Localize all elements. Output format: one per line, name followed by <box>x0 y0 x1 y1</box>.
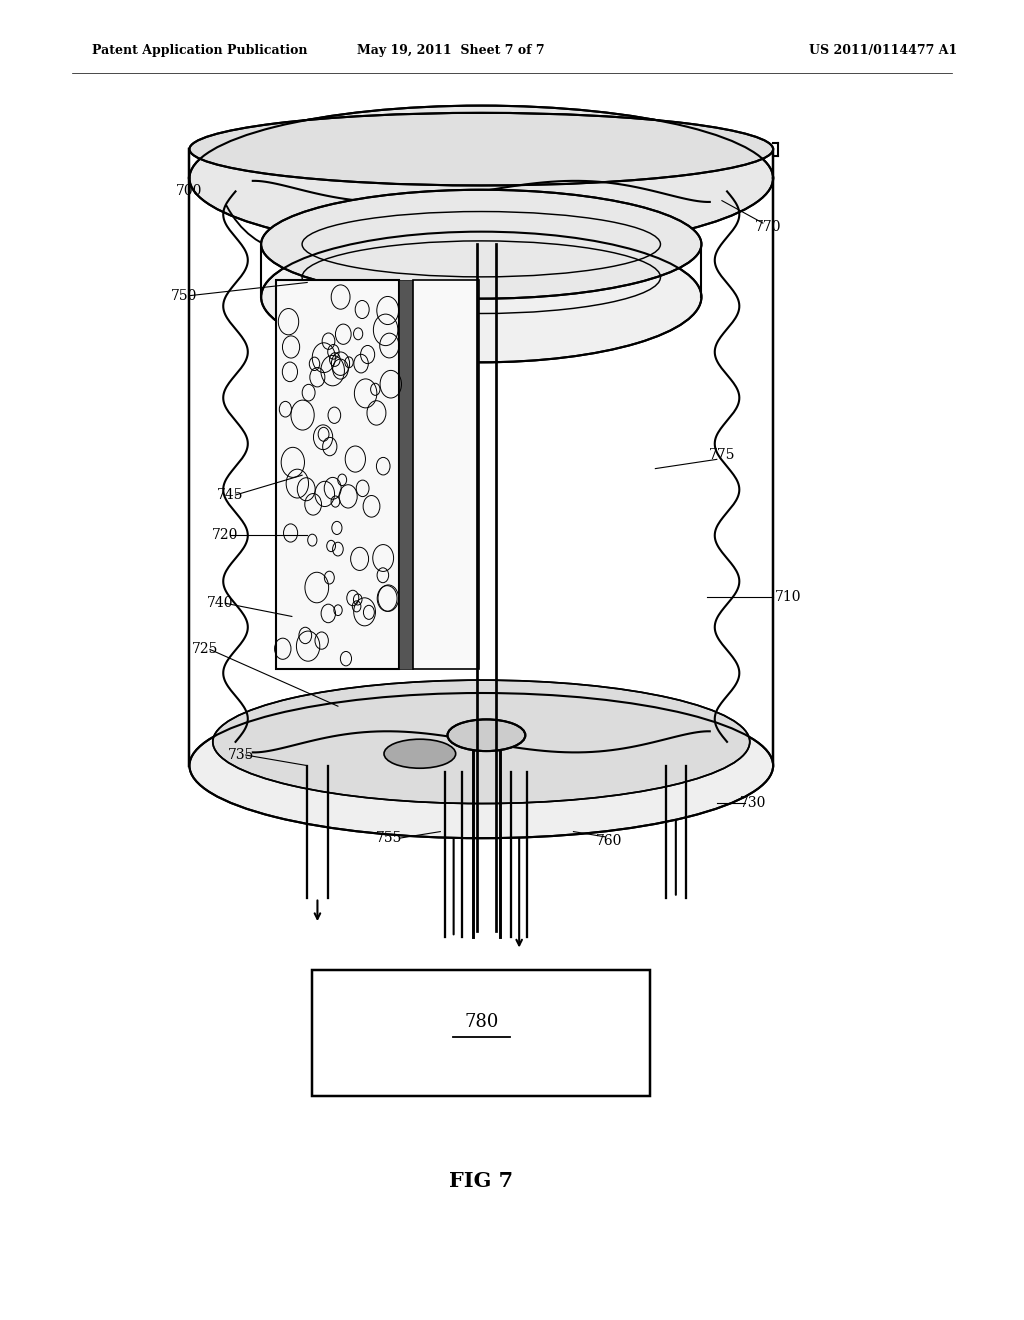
Text: 740: 740 <box>207 597 233 610</box>
Text: 725: 725 <box>191 643 218 656</box>
Text: 750: 750 <box>171 289 198 302</box>
Text: Patent Application Publication: Patent Application Publication <box>92 44 307 57</box>
Text: FIG 7: FIG 7 <box>450 1171 513 1192</box>
Text: 770: 770 <box>755 220 781 234</box>
Text: 775: 775 <box>709 449 735 462</box>
Ellipse shape <box>261 190 701 298</box>
Ellipse shape <box>384 739 456 768</box>
Ellipse shape <box>189 693 773 838</box>
Ellipse shape <box>213 680 750 804</box>
Text: 710: 710 <box>775 590 802 603</box>
Text: US 2011/0114477 A1: US 2011/0114477 A1 <box>809 44 957 57</box>
Bar <box>413 280 479 669</box>
Ellipse shape <box>261 232 701 363</box>
Bar <box>399 280 413 669</box>
Ellipse shape <box>189 106 773 251</box>
Text: 745: 745 <box>217 488 244 502</box>
Text: 730: 730 <box>739 796 766 809</box>
Text: May 19, 2011  Sheet 7 of 7: May 19, 2011 Sheet 7 of 7 <box>356 44 545 57</box>
Text: 780: 780 <box>464 1014 499 1031</box>
Bar <box>312 970 650 1096</box>
Ellipse shape <box>189 114 773 186</box>
Text: 720: 720 <box>212 528 239 541</box>
Text: 735: 735 <box>227 748 254 762</box>
Ellipse shape <box>447 719 525 751</box>
Bar <box>276 280 399 669</box>
Text: 755: 755 <box>376 832 402 845</box>
Text: 700: 700 <box>176 185 203 198</box>
Text: 760: 760 <box>596 834 623 847</box>
